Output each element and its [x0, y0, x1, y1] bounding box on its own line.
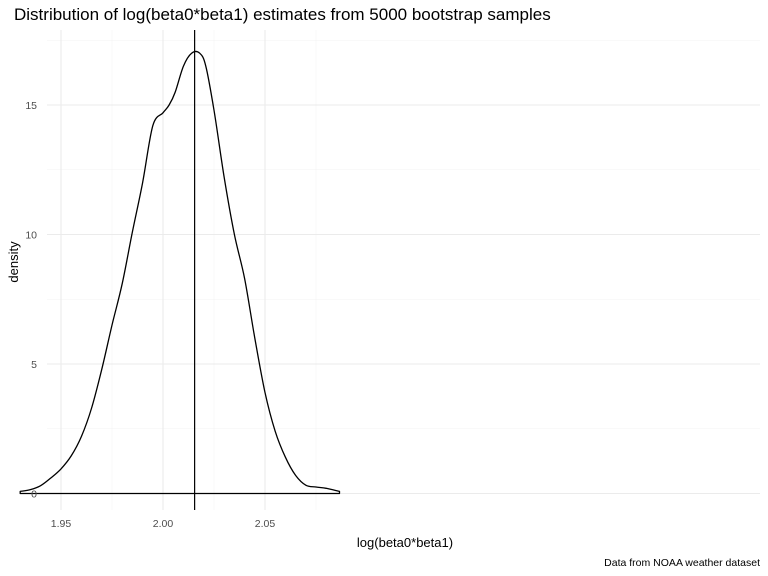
x-tick-label: 1.95: [51, 518, 72, 530]
chart-caption: Data from NOAA weather dataset: [604, 557, 760, 569]
axis-ticks: 1.95 2.00 2.05 0 5 10 15: [25, 100, 275, 530]
x-tick-label: 2.00: [153, 518, 174, 530]
plot-data: [19, 30, 341, 510]
y-axis-label: density: [6, 241, 21, 283]
plot-grid: [47, 30, 760, 510]
y-tick-label: 10: [25, 230, 37, 242]
y-tick-label: 0: [31, 489, 37, 501]
y-tick-label: 15: [25, 100, 37, 112]
y-tick-label: 5: [31, 359, 37, 371]
x-tick-label: 2.05: [255, 518, 276, 530]
density-curve: [19, 50, 341, 495]
x-axis-label: log(beta0*beta1): [357, 535, 453, 550]
chart-title: Distribution of log(beta0*beta1) estimat…: [14, 5, 551, 24]
